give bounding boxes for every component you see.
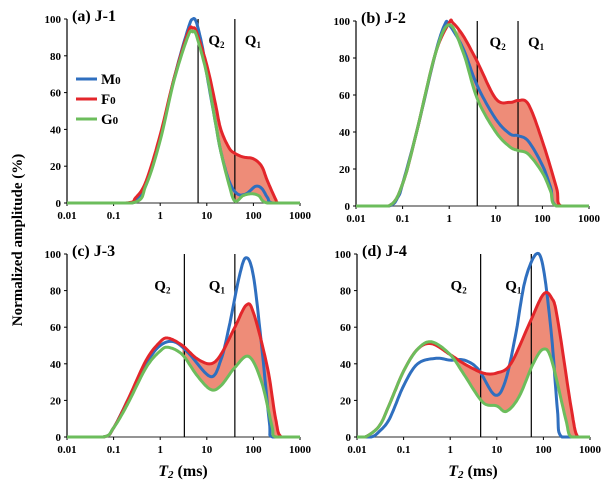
y-axis-label: Normalized amplitude (%)	[10, 154, 26, 326]
region-label: Q2	[208, 33, 225, 50]
legend: M0 F0 G0	[76, 72, 121, 128]
y-tick-label: 0	[56, 198, 62, 210]
x-tick-label: 1000	[579, 444, 602, 456]
y-tick-label: 20	[340, 395, 352, 407]
x-tick-label: 10	[201, 210, 213, 222]
x-tick-label: 0.01	[57, 444, 76, 456]
y-tick-label: 100	[45, 14, 62, 26]
region-label: Q2	[490, 35, 507, 52]
x-tick-label: 1	[447, 444, 453, 456]
y-tick-label: 40	[340, 359, 352, 371]
y-tick-label: 100	[45, 249, 62, 261]
x-axis-label-c: T2 (ms)	[158, 463, 208, 481]
panel-title: (b) J-2	[361, 10, 406, 27]
region-label: Q1	[505, 279, 522, 296]
x-tick-label: 10	[490, 213, 502, 225]
x-axis-unit: (ms)	[174, 463, 208, 480]
x-tick-label: 0.1	[397, 444, 411, 456]
x-axis-var: T	[448, 463, 459, 480]
y-tick-label: 20	[50, 395, 62, 407]
x-tick-label: 100	[535, 444, 552, 456]
x-axis-sub: 2	[457, 469, 464, 481]
shaded-area	[206, 65, 300, 203]
y-tick-label: 100	[334, 16, 351, 28]
series-F0	[356, 18, 589, 208]
legend-label: G0	[101, 112, 119, 128]
series-M0	[356, 251, 590, 439]
region-label: Q1	[209, 279, 226, 296]
y-tick-label: 40	[339, 127, 351, 139]
panel-title: (c) J-3	[72, 243, 115, 260]
y-tick-label: 20	[339, 164, 351, 176]
x-tick-label: 1	[157, 444, 163, 456]
series-G0	[356, 340, 591, 439]
series-G0	[67, 29, 300, 205]
x-tick-label: 0.1	[107, 444, 121, 456]
y-tick-label: 60	[50, 88, 62, 100]
x-tick-label: 10	[491, 444, 503, 456]
region-label: Q1	[528, 35, 545, 52]
x-tick-label: 1	[157, 210, 163, 222]
shaded-area	[457, 27, 589, 206]
x-tick-label: 0.01	[346, 213, 365, 225]
x-tick-label: 1000	[578, 213, 601, 225]
x-tick-label: 100	[534, 213, 551, 225]
series-G0	[67, 345, 300, 439]
panel-0: 0.01 0.1 1 10 100 1000 0 20 40 60 80 100 Q2 Q1 (a) J-1	[45, 8, 312, 222]
panel-title: (d) J-4	[362, 243, 407, 260]
x-axis-sub: 2	[167, 469, 174, 481]
legend-label: M0	[101, 72, 121, 88]
y-tick-label: 100	[335, 249, 352, 261]
x-tick-label: 0.1	[396, 213, 410, 225]
y-tick-label: 40	[50, 124, 62, 136]
shaded-area	[439, 292, 590, 437]
x-tick-label: 1	[446, 213, 452, 225]
region-label: Q1	[245, 33, 262, 50]
x-axis-unit: (ms)	[464, 463, 498, 480]
x-axis-var: T	[158, 463, 169, 480]
x-tick-label: 1000	[289, 444, 312, 456]
y-tick-label: 0	[345, 201, 351, 213]
x-axis-label-d: T2 (ms)	[448, 463, 498, 481]
region-label: Q2	[451, 279, 468, 296]
x-tick-label: 0.01	[57, 210, 76, 222]
region-label: Q2	[154, 279, 171, 296]
series-F0	[67, 25, 301, 205]
y-tick-label: 80	[340, 286, 352, 298]
panel-1: 0.01 0.1 1 10 100 1000 0 20 40 60 80 100 Q2 Q1 (b) J-2	[334, 10, 601, 225]
y-tick-label: 80	[50, 286, 62, 298]
legend-label: F0	[101, 92, 116, 108]
shaded-area	[182, 303, 300, 437]
y-tick-label: 60	[50, 322, 62, 334]
y-tick-label: 20	[50, 161, 62, 173]
panel-title: (a) J-1	[72, 8, 116, 25]
x-tick-label: 100	[245, 210, 262, 222]
y-tick-label: 80	[339, 53, 351, 65]
panel-3: 0.01 0.1 1 10 100 1000 0 20 40 60 80 100 Q2 Q1 (d) J-4	[335, 243, 602, 456]
series-G0	[356, 23, 589, 208]
x-tick-label: 100	[245, 444, 262, 456]
y-tick-label: 60	[340, 322, 352, 334]
y-tick-label: 40	[50, 359, 62, 371]
panel-2: 0.01 0.1 1 10 100 1000 0 20 40 60 80 100 Q2 Q1 (c) J-3	[45, 243, 312, 456]
y-tick-label: 0	[56, 432, 62, 444]
x-tick-label: 10	[201, 444, 213, 456]
x-tick-label: 0.01	[347, 444, 366, 456]
x-tick-label: 0.1	[107, 210, 121, 222]
y-tick-label: 60	[339, 90, 351, 102]
y-tick-label: 80	[50, 51, 62, 63]
x-tick-label: 1000	[289, 210, 312, 222]
y-tick-label: 0	[346, 432, 352, 444]
